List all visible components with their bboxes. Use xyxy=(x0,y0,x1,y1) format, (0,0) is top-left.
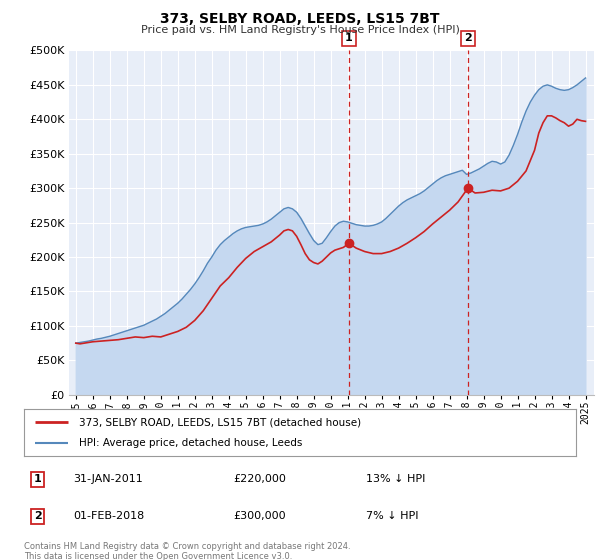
Text: HPI: Average price, detached house, Leeds: HPI: Average price, detached house, Leed… xyxy=(79,438,302,448)
Text: 2: 2 xyxy=(464,34,472,44)
Text: £300,000: £300,000 xyxy=(234,511,286,521)
Text: 13% ↓ HPI: 13% ↓ HPI xyxy=(366,474,425,484)
Text: 1: 1 xyxy=(34,474,41,484)
Text: Price paid vs. HM Land Registry's House Price Index (HPI): Price paid vs. HM Land Registry's House … xyxy=(140,25,460,35)
Text: £220,000: £220,000 xyxy=(234,474,287,484)
Text: 373, SELBY ROAD, LEEDS, LS15 7BT (detached house): 373, SELBY ROAD, LEEDS, LS15 7BT (detach… xyxy=(79,417,361,427)
Text: 7% ↓ HPI: 7% ↓ HPI xyxy=(366,511,419,521)
Text: 1: 1 xyxy=(345,34,353,44)
Text: 2: 2 xyxy=(34,511,41,521)
Text: 31-JAN-2011: 31-JAN-2011 xyxy=(74,474,143,484)
Text: 01-FEB-2018: 01-FEB-2018 xyxy=(74,511,145,521)
Text: 373, SELBY ROAD, LEEDS, LS15 7BT: 373, SELBY ROAD, LEEDS, LS15 7BT xyxy=(160,12,440,26)
Text: Contains HM Land Registry data © Crown copyright and database right 2024.
This d: Contains HM Land Registry data © Crown c… xyxy=(24,542,350,560)
